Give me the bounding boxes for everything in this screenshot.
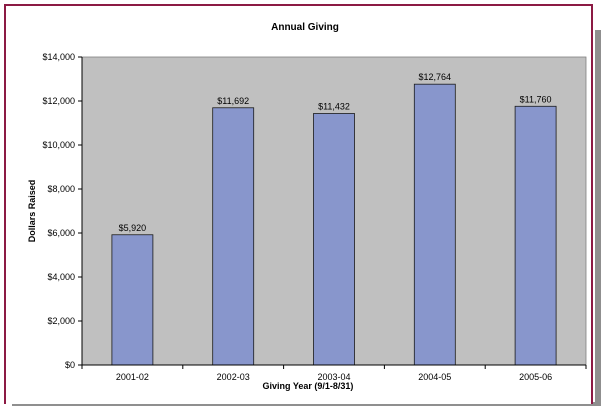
data-label-2004-05: $12,764 (419, 72, 452, 82)
frame-shadow-right (595, 30, 601, 406)
data-label-2003-04: $11,432 (318, 101, 350, 111)
bar-2005-06 (514, 105, 557, 366)
y-tick-label: $4,000 (47, 272, 75, 282)
bar-2001-02 (111, 234, 154, 366)
x-tick-label: 2004-05 (418, 372, 451, 382)
x-tick-label: 2005-06 (519, 372, 552, 382)
bar-2003-04 (313, 113, 355, 366)
data-labels: $5,920 $11,692 $11,432 $12,764 $11,760 (119, 72, 552, 233)
x-tick-label: 2001-02 (116, 372, 149, 382)
data-label-2005-06: $11,760 (520, 94, 552, 104)
y-tick-label: $6,000 (47, 228, 75, 238)
x-tick-label: 2002-03 (217, 372, 250, 382)
y-tick-label: $8,000 (47, 184, 75, 194)
y-axis-title: Dollars Raised (27, 180, 37, 243)
bar-2002-03 (212, 107, 255, 366)
y-tick-label: $10,000 (42, 140, 75, 150)
data-label-2001-02: $5,920 (119, 223, 147, 233)
data-label-2002-03: $11,692 (217, 96, 249, 106)
y-tick-label: $14,000 (42, 52, 75, 62)
chart-title: Annual Giving (271, 22, 339, 33)
x-axis-title: Giving Year (9/1-8/31) (263, 381, 354, 391)
y-tick-label: $2,000 (47, 316, 75, 326)
y-axis-ticks: $0 $2,000 $4,000 $6,000 $8,000 $10,000 $12,000… (42, 52, 82, 370)
bar-2004-05 (413, 83, 456, 366)
x-tick-label: 2003-04 (317, 372, 350, 382)
bar-series (111, 83, 557, 366)
y-tick-label: $0 (65, 360, 75, 370)
x-axis-ticks: 2001-02 2002-03 2003-04 2004-05 2005-06 (81, 365, 587, 382)
frame-shadow-bottom (12, 402, 601, 406)
y-tick-label: $12,000 (42, 96, 75, 106)
